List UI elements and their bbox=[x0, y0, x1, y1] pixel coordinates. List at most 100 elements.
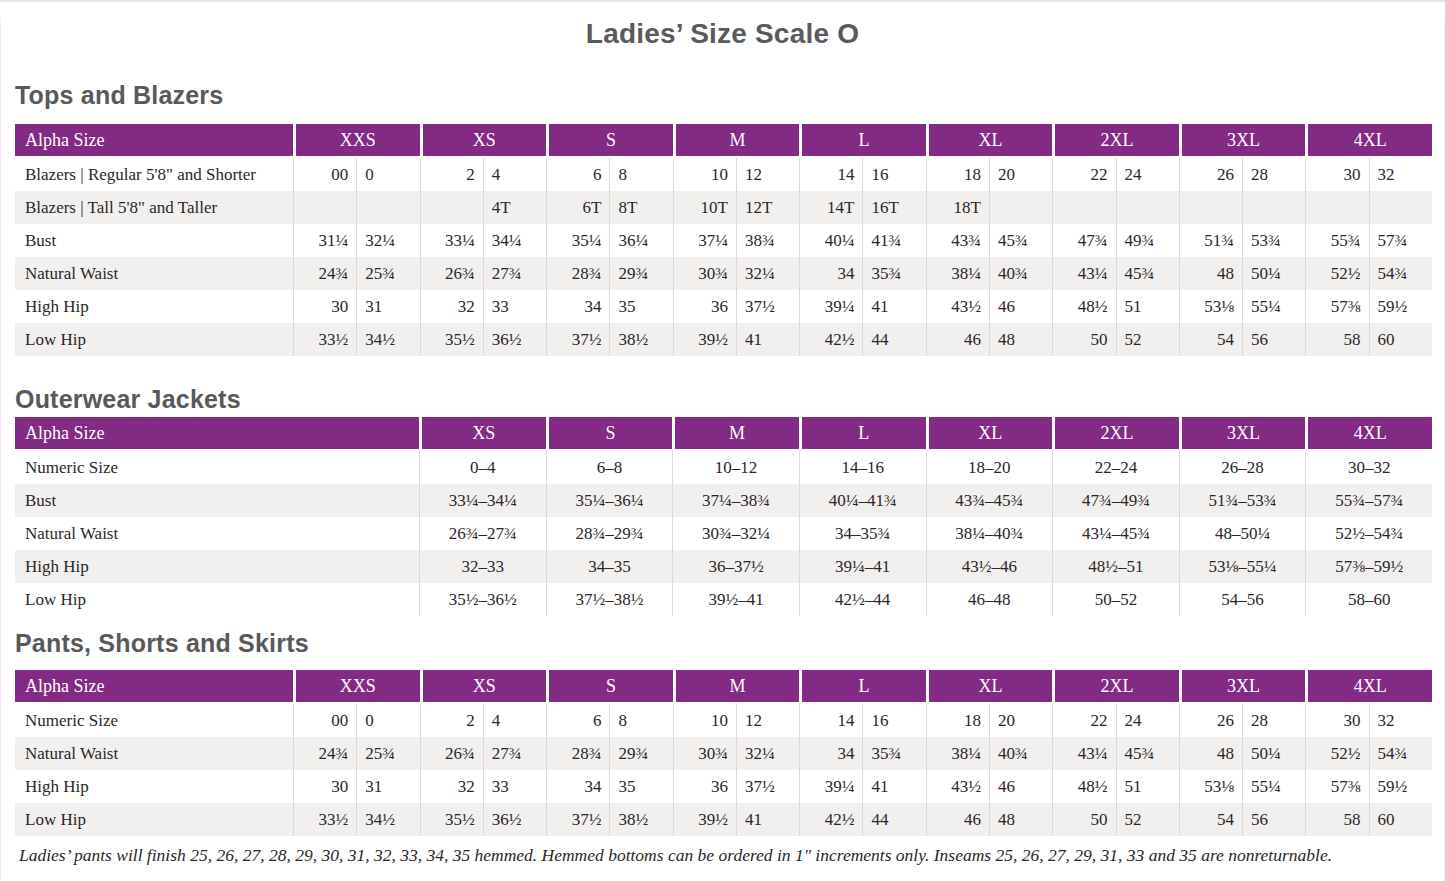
size-value-cell: 28¾ bbox=[546, 737, 609, 770]
size-value-cell: 33 bbox=[483, 290, 546, 323]
size-value-cell: 4 bbox=[483, 158, 546, 191]
size-value-cell: 53⅛ bbox=[1179, 290, 1242, 323]
size-value-cell: 24¾ bbox=[293, 737, 356, 770]
size-header-cell-2xl: 2XL bbox=[1052, 670, 1179, 704]
size-value-cell: 50¼ bbox=[1242, 737, 1305, 770]
size-value-cell: 58–60 bbox=[1305, 583, 1432, 616]
size-value-cell bbox=[1116, 191, 1179, 224]
size-value-cell: 39¼–41 bbox=[799, 550, 926, 583]
size-value-cell: 57⅜–59½ bbox=[1305, 550, 1432, 583]
size-value-cell: 38¼ bbox=[926, 737, 989, 770]
size-value-cell: 34¼ bbox=[483, 224, 546, 257]
size-value-cell: 10–12 bbox=[672, 451, 799, 484]
size-value-cell: 37½ bbox=[546, 323, 609, 356]
size-value-cell: 55¼ bbox=[1242, 290, 1305, 323]
size-value-cell: 30–32 bbox=[1305, 451, 1432, 484]
size-value-cell: 32¼ bbox=[736, 257, 799, 290]
size-value-cell: 57¾ bbox=[1369, 224, 1432, 257]
size-value-cell: 39½ bbox=[673, 323, 736, 356]
size-value-cell: 53¾ bbox=[1242, 224, 1305, 257]
section-heading-outerwear: Outerwear Jackets bbox=[15, 384, 1444, 414]
size-value-cell: 10 bbox=[673, 704, 736, 737]
size-value-cell: 22–24 bbox=[1052, 451, 1179, 484]
size-value-cell: 34 bbox=[799, 737, 862, 770]
size-value-cell: 43¼ bbox=[1052, 737, 1115, 770]
table-row: Blazers | Tall 5'8" and Taller4T6T8T10T1… bbox=[15, 191, 1432, 224]
size-value-cell: 14–16 bbox=[799, 451, 926, 484]
size-value-cell: 27¾ bbox=[483, 737, 546, 770]
row-label-cell: Low Hip bbox=[15, 323, 293, 356]
size-value-cell: 41 bbox=[862, 290, 925, 323]
size-value-cell: 53⅛ bbox=[1179, 770, 1242, 803]
size-header-cell-xs: XS bbox=[420, 670, 547, 704]
size-value-cell: 38½ bbox=[609, 323, 672, 356]
size-header-cell-s: S bbox=[546, 670, 673, 704]
row-label-cell: Blazers | Tall 5'8" and Taller bbox=[15, 191, 293, 224]
table-row: Blazers | Regular 5'8" and Shorter000246… bbox=[15, 158, 1432, 191]
size-value-cell: 28 bbox=[1242, 704, 1305, 737]
size-value-cell: 48–50¼ bbox=[1179, 517, 1306, 550]
size-value-cell: 26–28 bbox=[1179, 451, 1306, 484]
size-value-cell: 33½ bbox=[293, 323, 356, 356]
size-value-cell: 34 bbox=[546, 290, 609, 323]
row-label-cell: Low Hip bbox=[15, 803, 293, 836]
row-label-cell: Bust bbox=[15, 224, 293, 257]
size-value-cell: 54¾ bbox=[1369, 737, 1432, 770]
size-value-cell: 0 bbox=[356, 158, 419, 191]
size-value-cell: 4 bbox=[483, 704, 546, 737]
size-value-cell: 43¾ bbox=[926, 224, 989, 257]
size-value-cell: 0–4 bbox=[419, 451, 546, 484]
size-header-cell-xs: XS bbox=[419, 417, 546, 451]
size-value-cell: 43½–46 bbox=[926, 550, 1053, 583]
size-value-cell: 48 bbox=[1179, 737, 1242, 770]
size-value-cell: 30 bbox=[293, 290, 356, 323]
size-value-cell: 34–35 bbox=[546, 550, 673, 583]
row-label-cell: Numeric Size bbox=[15, 451, 419, 484]
size-value-cell: 36–37½ bbox=[672, 550, 799, 583]
size-header-cell-xl: XL bbox=[926, 670, 1053, 704]
size-header-cell-xs: XS bbox=[420, 124, 547, 158]
size-value-cell: 57⅜ bbox=[1305, 770, 1368, 803]
size-value-cell: 32¼ bbox=[356, 224, 419, 257]
size-value-cell: 40¾ bbox=[989, 257, 1052, 290]
size-header-cell-l: L bbox=[799, 124, 926, 158]
size-value-cell: 39¼ bbox=[799, 770, 862, 803]
size-value-cell: 18–20 bbox=[926, 451, 1053, 484]
size-value-cell: 35 bbox=[609, 770, 672, 803]
size-value-cell: 39½ bbox=[673, 803, 736, 836]
size-value-cell: 55¾ bbox=[1305, 224, 1368, 257]
size-header-cell-4xl: 4XL bbox=[1305, 670, 1432, 704]
size-value-cell: 37½ bbox=[546, 803, 609, 836]
row-label-cell: Natural Waist bbox=[15, 737, 293, 770]
size-value-cell: 32 bbox=[420, 290, 483, 323]
size-value-cell: 55¼ bbox=[1242, 770, 1305, 803]
size-header-cell-m: M bbox=[672, 417, 799, 451]
size-value-cell: 2 bbox=[420, 158, 483, 191]
size-value-cell: 26 bbox=[1179, 158, 1242, 191]
size-value-cell: 54 bbox=[1179, 323, 1242, 356]
size-value-cell: 51¾–53¾ bbox=[1179, 484, 1306, 517]
table-row: Natural Waist26¾–27¾28¾–29¾30¾–32¼34–35¾… bbox=[15, 517, 1432, 550]
size-value-cell: 48 bbox=[989, 323, 1052, 356]
row-label-cell: Natural Waist bbox=[15, 257, 293, 290]
size-value-cell: 58 bbox=[1305, 323, 1368, 356]
table-row: Numeric Size0–46–810–1214–1618–2022–2426… bbox=[15, 451, 1432, 484]
size-value-cell: 33¼ bbox=[420, 224, 483, 257]
size-value-cell bbox=[420, 191, 483, 224]
size-value-cell: 26 bbox=[1179, 704, 1242, 737]
size-value-cell: 32¼ bbox=[736, 737, 799, 770]
size-value-cell: 10T bbox=[673, 191, 736, 224]
size-value-cell: 26¾–27¾ bbox=[419, 517, 546, 550]
size-value-cell: 36¼ bbox=[609, 224, 672, 257]
size-value-cell: 28¾ bbox=[546, 257, 609, 290]
size-value-cell: 22 bbox=[1052, 704, 1115, 737]
size-value-cell: 33½ bbox=[293, 803, 356, 836]
size-value-cell: 48 bbox=[989, 803, 1052, 836]
size-value-cell: 10 bbox=[673, 158, 736, 191]
size-value-cell: 43¼–45¾ bbox=[1052, 517, 1179, 550]
outerwear-jackets-table: Alpha SizeXSSMLXL2XL3XL4XLNumeric Size0–… bbox=[15, 417, 1432, 616]
size-value-cell: 14 bbox=[799, 158, 862, 191]
size-value-cell bbox=[1369, 191, 1432, 224]
size-value-cell: 54–56 bbox=[1179, 583, 1306, 616]
size-value-cell: 14T bbox=[799, 191, 862, 224]
